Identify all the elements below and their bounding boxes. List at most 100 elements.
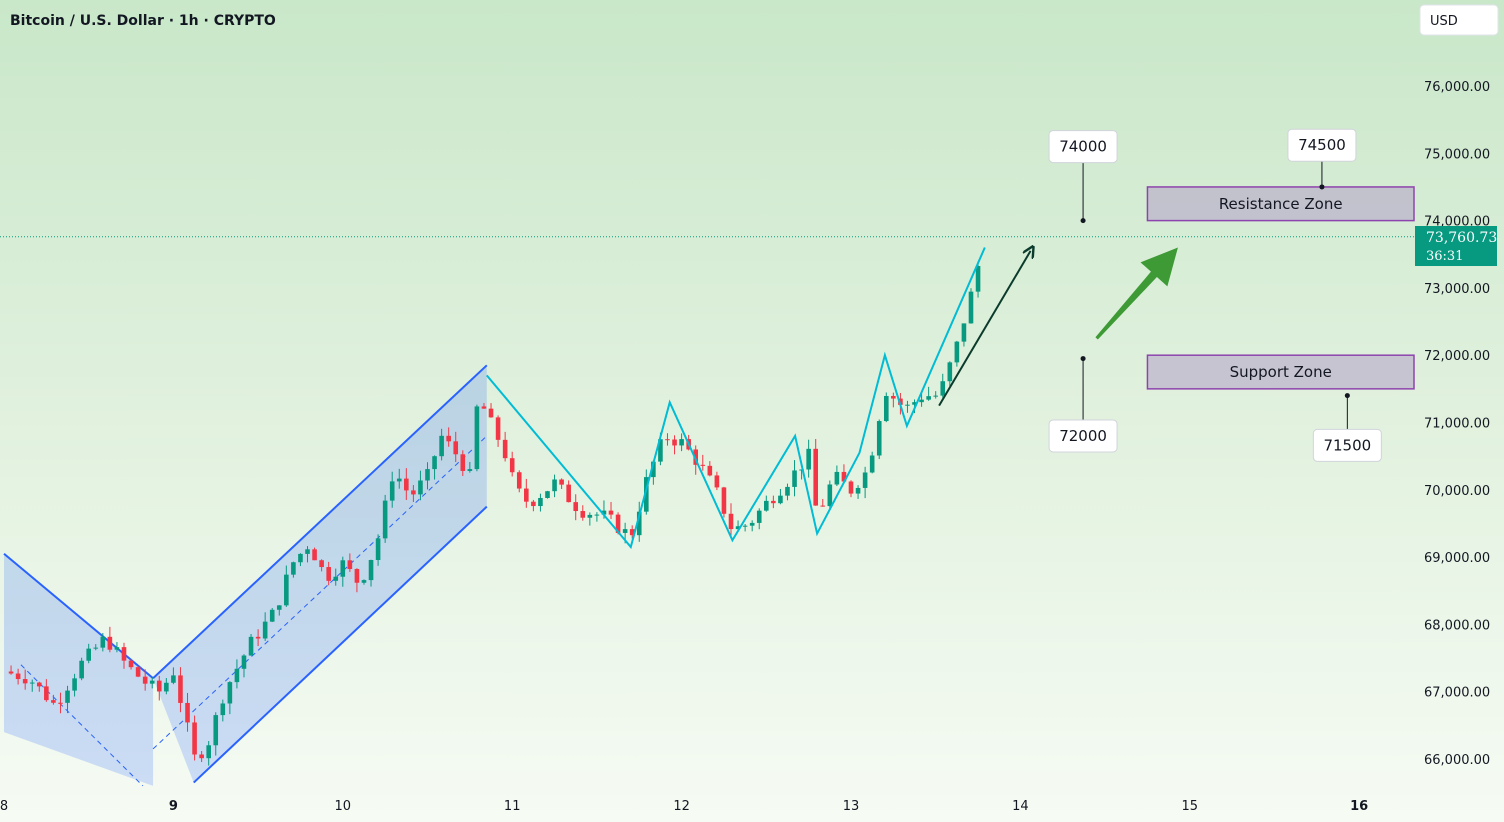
candle-body bbox=[389, 481, 395, 501]
candle-body bbox=[453, 441, 459, 455]
candle bbox=[679, 433, 684, 452]
candle-body bbox=[792, 470, 797, 487]
candle bbox=[580, 505, 586, 521]
candle-body bbox=[199, 754, 204, 759]
candle bbox=[538, 493, 543, 512]
candle-body bbox=[220, 703, 226, 716]
candle bbox=[608, 501, 614, 520]
candle-body bbox=[396, 478, 402, 482]
time-axis[interactable]: 8 9 10 11 12 13 14 15 16 bbox=[0, 799, 1368, 814]
candle bbox=[220, 699, 226, 722]
candle-body bbox=[22, 679, 28, 684]
candle bbox=[883, 392, 889, 423]
candle-body bbox=[756, 510, 762, 523]
candle-body bbox=[425, 469, 430, 481]
candle-body bbox=[276, 605, 282, 610]
candle bbox=[792, 460, 797, 497]
candle-body bbox=[149, 680, 155, 684]
candle-body bbox=[411, 490, 416, 495]
candle bbox=[340, 556, 346, 587]
candle-body bbox=[340, 560, 346, 577]
candle bbox=[961, 323, 967, 347]
candle-body bbox=[545, 491, 550, 498]
candle-body bbox=[135, 667, 141, 677]
candle-body bbox=[531, 501, 536, 507]
candle bbox=[947, 361, 953, 387]
candle-body bbox=[72, 678, 77, 691]
candle-body bbox=[764, 500, 769, 511]
candle bbox=[559, 478, 564, 489]
currency-label: USD bbox=[1430, 14, 1458, 29]
candle bbox=[255, 629, 261, 647]
candle bbox=[771, 495, 776, 509]
candle-body bbox=[227, 682, 233, 704]
price-tick-label: 70,000.00 bbox=[1424, 484, 1490, 499]
candle-body bbox=[255, 636, 261, 639]
candle bbox=[905, 400, 910, 413]
candle-body bbox=[375, 538, 381, 561]
candle-body bbox=[206, 745, 211, 759]
candle bbox=[714, 471, 720, 491]
candle bbox=[975, 261, 981, 298]
candle bbox=[636, 501, 642, 542]
candle-body bbox=[319, 560, 324, 568]
callout-label: 74500 bbox=[1298, 136, 1346, 154]
candle-body bbox=[326, 567, 331, 581]
candle bbox=[234, 659, 240, 689]
candle bbox=[721, 486, 727, 518]
candle bbox=[460, 450, 466, 476]
candle-body bbox=[841, 471, 847, 482]
candle-body bbox=[58, 702, 63, 704]
candle bbox=[587, 512, 593, 526]
candle bbox=[100, 633, 106, 652]
candle-body bbox=[876, 421, 882, 456]
candle bbox=[326, 561, 331, 586]
candle-body bbox=[524, 488, 529, 502]
zones-layer: Resistance Zone Support Zone bbox=[1146, 186, 1415, 390]
ascending-channel-mid bbox=[152, 435, 488, 750]
ascending-channel-top bbox=[152, 364, 488, 679]
candle bbox=[206, 741, 211, 766]
currency-button[interactable]: USD bbox=[1419, 4, 1499, 36]
candle-body bbox=[961, 323, 967, 342]
candle-body bbox=[241, 655, 247, 669]
descending-channel-top bbox=[3, 552, 154, 680]
candle-body bbox=[834, 471, 840, 485]
candle bbox=[121, 642, 127, 669]
candle bbox=[509, 451, 515, 477]
candle-body bbox=[658, 439, 663, 462]
candle-body bbox=[121, 647, 127, 661]
candle bbox=[531, 499, 536, 512]
candle-body bbox=[114, 647, 120, 650]
candle bbox=[813, 438, 819, 506]
candle-body bbox=[580, 511, 586, 518]
candle bbox=[333, 568, 339, 586]
candle-body bbox=[552, 479, 557, 492]
candle bbox=[848, 480, 854, 498]
candle-body bbox=[495, 417, 501, 440]
price-axis[interactable]: 66,000.00 67,000.00 68,000.00 69,000.00 70,0… bbox=[1424, 80, 1490, 768]
candle bbox=[291, 561, 296, 578]
candle bbox=[375, 534, 381, 566]
chart-title: Bitcoin / U.S. Dollar · 1h · CRYPTO bbox=[10, 13, 276, 29]
candle bbox=[834, 465, 840, 487]
candle bbox=[799, 469, 804, 480]
candle bbox=[51, 694, 56, 705]
time-tick-label: 14 bbox=[1012, 799, 1029, 814]
candle-body bbox=[404, 478, 409, 491]
price-tick-label: 76,000.00 bbox=[1424, 80, 1490, 95]
candle-body bbox=[883, 395, 889, 422]
candle-body bbox=[467, 469, 473, 471]
candle bbox=[735, 520, 741, 530]
candle bbox=[629, 525, 635, 539]
candle-body bbox=[855, 487, 861, 494]
candle bbox=[142, 669, 148, 691]
candle-body bbox=[164, 682, 169, 692]
callouts-layer: 74000 74500 72000 71500 bbox=[1048, 128, 1382, 462]
candle-body bbox=[926, 396, 931, 400]
candle bbox=[79, 657, 84, 681]
callout-box bbox=[1048, 419, 1118, 453]
callout-74500: 74500 bbox=[1287, 128, 1357, 190]
candle-body bbox=[636, 511, 642, 536]
